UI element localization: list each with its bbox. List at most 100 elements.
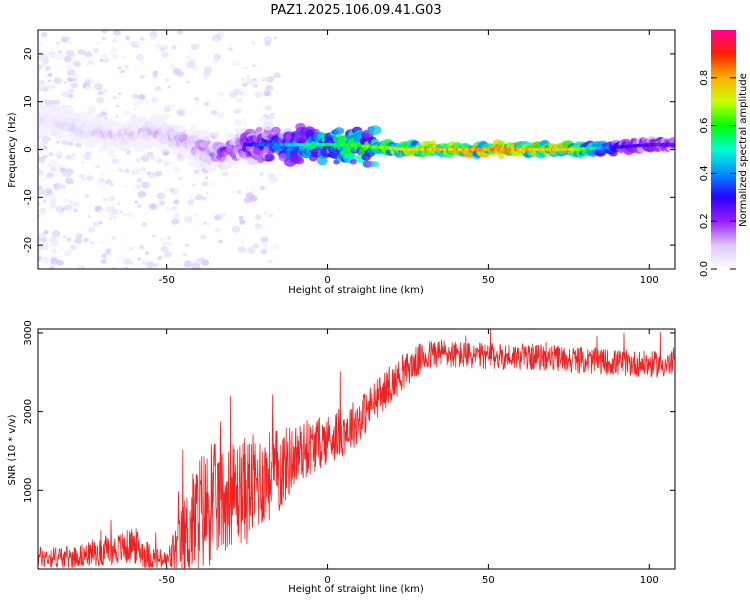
spectrogram-ridge-point xyxy=(108,147,115,153)
spectrogram-noise-point xyxy=(90,241,95,246)
spectrogram-noise-point xyxy=(261,242,268,248)
spectrogram-noise-point xyxy=(55,41,60,45)
spectrogram-noise-point xyxy=(134,200,139,204)
spectrogram-noise-point xyxy=(132,100,142,107)
spectrogram-noise-point xyxy=(122,213,126,217)
spectrogram-noise-point xyxy=(50,233,55,237)
spectrogram-noise-point xyxy=(135,158,141,163)
spectrogram-noise-point xyxy=(99,171,106,177)
spectrogram-noise-point xyxy=(252,243,260,249)
spectrogram-noise-point xyxy=(273,36,277,40)
spectrogram-noise-point xyxy=(38,213,41,218)
spectrogram-noise-point xyxy=(101,30,108,34)
spectrogram-noise-point xyxy=(187,199,194,205)
spectrogram-noise-point xyxy=(68,200,73,204)
spectrogram-noise-point xyxy=(123,185,128,189)
spectrogram-ridge-point xyxy=(498,154,505,160)
spectrogram-noise-point xyxy=(171,45,177,50)
y-tick-label: 0 xyxy=(23,146,34,152)
spectrogram-noise-point xyxy=(164,206,173,213)
spectrogram-noise-point xyxy=(152,73,159,78)
spectrogram-noise-point xyxy=(246,75,250,78)
spectrogram-noise-point xyxy=(117,66,122,70)
spectrogram-noise-point xyxy=(44,194,48,197)
spectrogram-noise-point xyxy=(60,247,65,251)
y-tick-label: 2000 xyxy=(23,399,34,424)
spectrogram-noise-point xyxy=(240,120,248,127)
spectrogram-noise-point xyxy=(71,245,76,249)
snr-y-ticks: 1000 2000 3000 xyxy=(23,320,675,503)
spectrogram-noise-point xyxy=(186,80,190,84)
spectrogram-noise-point xyxy=(193,169,199,174)
x-tick-label: 100 xyxy=(640,275,659,286)
spectrogram-noise-point xyxy=(249,195,258,202)
spectrogram-noise-point xyxy=(186,56,191,59)
spectrogram-noise-point xyxy=(66,203,73,210)
spectrogram-noise-point xyxy=(163,160,171,167)
x-tick-label: -50 xyxy=(159,575,175,586)
spectrogram-noise-point xyxy=(264,105,272,111)
spectrogram-noise-point xyxy=(145,261,155,269)
spectrogram-noise-point xyxy=(48,159,58,167)
spectrogram-noise-point xyxy=(136,177,143,183)
spectrogram-noise-point xyxy=(40,63,46,68)
spectrogram-noise-point xyxy=(141,181,150,189)
spectrogram-noise-point xyxy=(245,78,255,86)
spectrogram-noise-point xyxy=(214,227,222,233)
spectrogram-noise-point xyxy=(145,99,152,105)
spectrogram-noise-point xyxy=(96,181,106,189)
spectrogram-noise-point xyxy=(125,150,131,155)
spectrogram-noise-point xyxy=(176,154,185,162)
spectrogram-noise-point xyxy=(67,93,74,98)
spectrogram-noise-point xyxy=(133,41,141,47)
spectrogram-noise-point xyxy=(38,40,44,46)
spectrogram-noise-point xyxy=(43,84,51,90)
spectrogram-noise-point xyxy=(63,55,72,63)
spectrogram-noise-point xyxy=(112,95,117,100)
spectrogram-noise-point xyxy=(45,66,51,71)
spectrogram-noise-point xyxy=(273,72,281,79)
spectrogram-noise-point xyxy=(71,81,75,85)
spectrogram-noise-point xyxy=(141,260,147,265)
spectrogram-noise-point xyxy=(83,237,89,243)
spectrogram-noise-point xyxy=(144,251,150,255)
y-tick-label: 1000 xyxy=(23,478,34,503)
y-tick-label: 20 xyxy=(23,48,34,61)
spectrogram-noise-point xyxy=(38,255,42,262)
spectrogram-noise-point xyxy=(66,69,76,76)
spectrogram-noise-point xyxy=(183,253,187,256)
spectrogram-noise-point xyxy=(169,188,175,193)
spectrogram-noise-point xyxy=(49,84,56,90)
spectrogram-ridge-point xyxy=(54,130,68,141)
spectrogram-noise-point xyxy=(81,161,85,164)
spectrogram-noise-point xyxy=(138,244,145,250)
spectrogram-noise-point xyxy=(259,116,267,123)
spectrogram-noise-point xyxy=(117,255,126,263)
spectrogram-noise-point xyxy=(61,139,69,146)
spectrogram-noise-point xyxy=(158,200,166,206)
spectrogram-noise-point xyxy=(214,38,219,42)
spectrogram-noise-point xyxy=(106,206,115,213)
spectrogram-noise-point xyxy=(74,237,83,244)
spectrogram-noise-point xyxy=(38,202,41,207)
spectrogram-noise-point xyxy=(165,78,169,82)
spectrogram-noise-point xyxy=(141,222,148,228)
spectrogram-noise-point xyxy=(157,256,163,261)
spectrogram-noise-point xyxy=(240,239,245,243)
spectrogram-noise-point xyxy=(200,235,206,240)
spectrogram-noise-point xyxy=(107,195,116,202)
spectrogram-noise-point xyxy=(111,266,117,269)
spectrogram-noise-point xyxy=(254,91,263,98)
spectrogram-noise-point xyxy=(103,89,107,92)
spectrogram-noise-point xyxy=(38,185,42,189)
spectrogram-noise-point xyxy=(139,37,145,41)
spectrogram-noise-point xyxy=(55,150,63,157)
spectrogram-noise-point xyxy=(124,168,130,174)
spectrogram-noise-point xyxy=(157,204,162,208)
spectrogram-noise-point xyxy=(155,158,163,164)
spectrogram-noise-point xyxy=(185,61,195,69)
spectrogram-noise-point xyxy=(245,67,248,70)
spectrogram-noise-point xyxy=(184,216,193,223)
colorbar-ticks: 0.0 0.2 0.4 0.6 0.8 xyxy=(699,70,736,277)
spectrogram-noise-point xyxy=(210,109,218,116)
